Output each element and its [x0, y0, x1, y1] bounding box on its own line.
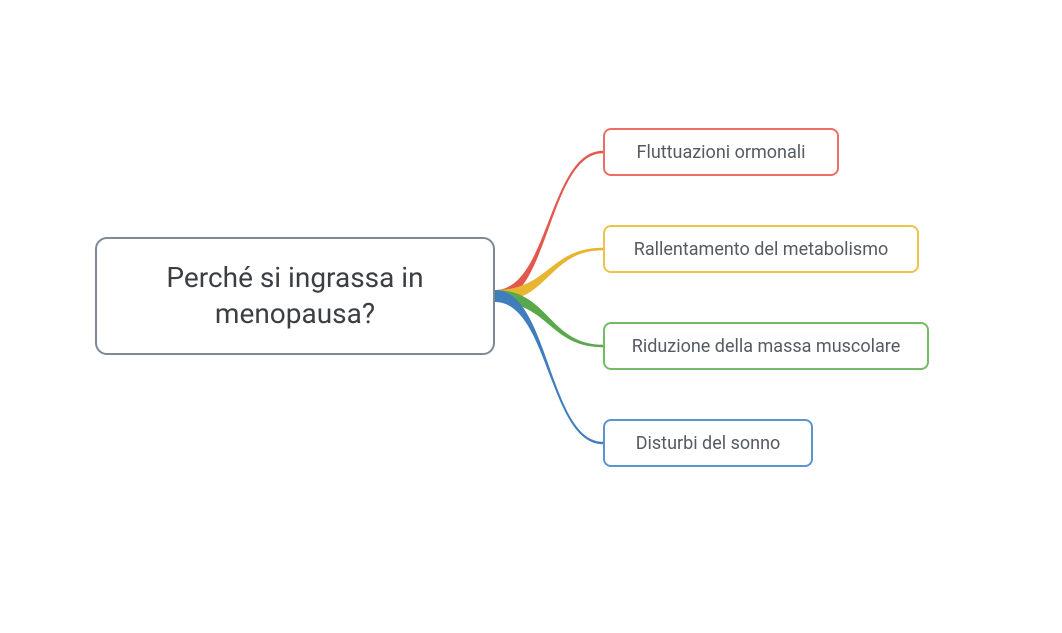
child-node-2[interactable]: Riduzione della massa muscolare	[603, 322, 929, 370]
root-node[interactable]: Perché si ingrassa in menopausa?	[95, 237, 495, 355]
child-node-3-label: Disturbi del sonno	[636, 433, 781, 454]
child-node-0-label: Fluttuazioni ormonali	[637, 142, 806, 163]
child-node-0[interactable]: Fluttuazioni ormonali	[603, 128, 839, 176]
connector	[495, 290, 603, 347]
child-node-3[interactable]: Disturbi del sonno	[603, 419, 813, 467]
child-node-1-label: Rallentamento del metabolismo	[634, 239, 889, 260]
connector	[495, 290, 603, 444]
connector	[495, 248, 603, 302]
root-node-label: Perché si ingrassa in menopausa?	[119, 260, 471, 333]
mindmap-canvas: Perché si ingrassa in menopausa? Fluttua…	[0, 0, 1062, 633]
child-node-1[interactable]: Rallentamento del metabolismo	[603, 225, 919, 273]
child-node-2-label: Riduzione della massa muscolare	[632, 336, 901, 357]
connector	[495, 151, 603, 302]
